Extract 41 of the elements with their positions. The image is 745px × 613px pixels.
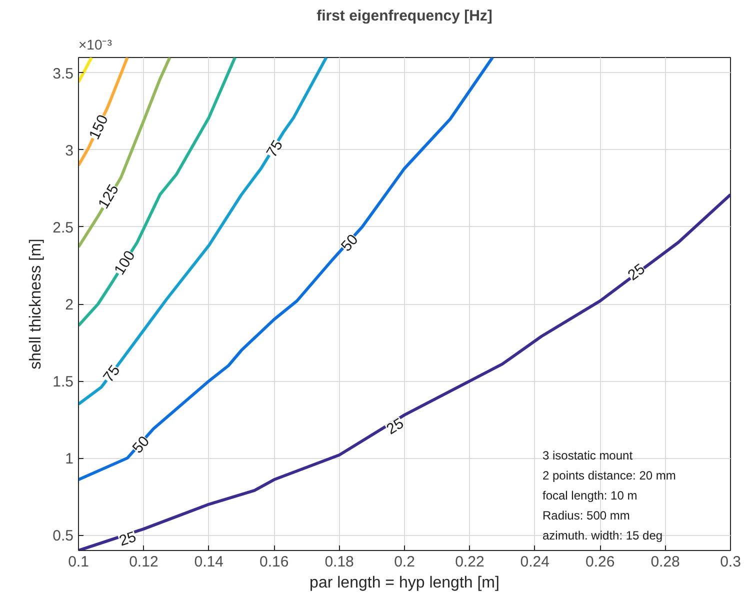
y-tick-label: 3.5: [52, 65, 74, 82]
x-tick-label: 0.24: [520, 554, 550, 570]
annotation: azimuth. width: 15 deg: [542, 528, 663, 542]
x-tick-label: 0.16: [260, 554, 289, 570]
annotation: focal length: 10 m: [542, 488, 638, 502]
chart-title: first eigenfrequency [Hz]: [316, 8, 492, 24]
y-tick-label: 2.5: [52, 219, 74, 236]
x-axis-title: par length = hyp length [m]: [310, 574, 500, 592]
y-tick-label: 1.5: [52, 374, 74, 391]
annotation: 25: [624, 260, 648, 284]
x-tick-label: 0.1: [68, 554, 89, 570]
y-tick-label: 0.5: [52, 528, 74, 545]
line-series: [78, 58, 494, 482]
x-tick-label: 0.18: [324, 554, 354, 570]
x-tick-label: 0.12: [129, 554, 158, 570]
line-series: [78, 58, 172, 248]
annotation: 150: [86, 112, 112, 142]
y-axis-title: shell thickness [m]: [28, 238, 45, 370]
y-tick-label: 2: [65, 296, 74, 314]
annotation: 50: [338, 231, 362, 255]
y-tick-label: 3: [65, 142, 74, 160]
x-tick-label: 0.26: [586, 554, 615, 570]
x-tick-label: 0.14: [194, 554, 224, 570]
annotation: 3 isostatic mount: [542, 448, 634, 462]
text: ×10⁻³: [78, 36, 112, 52]
x-tick-label: 0.3: [720, 554, 741, 570]
x-tick-label: 0.2: [394, 554, 415, 570]
x-tick-label: 0.22: [455, 554, 484, 570]
line-series: [78, 58, 236, 328]
annotation: 125: [95, 182, 122, 212]
annotation: 25: [384, 414, 407, 438]
annotation: Radius: 500 mm: [542, 508, 630, 522]
annotation: 2 points distance: 20 mm: [542, 468, 676, 482]
annotation: 25: [117, 528, 138, 550]
y-tick-label: 1: [65, 450, 74, 468]
x-tick-label: 0.28: [650, 554, 680, 570]
annotation: 100: [111, 248, 139, 278]
annotation: 75: [263, 137, 287, 160]
annotation: 50: [129, 432, 154, 457]
line-series: [78, 58, 328, 406]
annotation: 75: [100, 362, 124, 386]
